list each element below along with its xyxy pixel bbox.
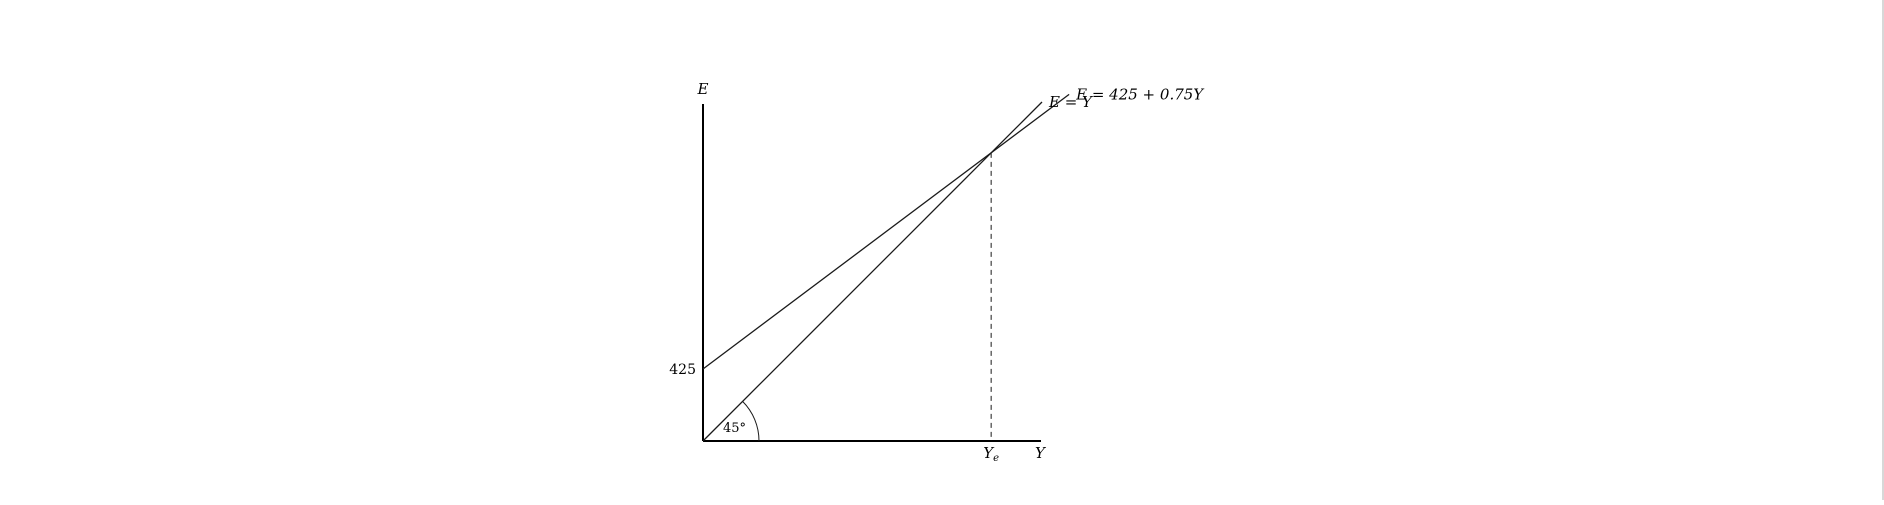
series-label-e-equals-y: E = Y xyxy=(1048,93,1094,111)
page-edge xyxy=(1882,0,1884,500)
series-label-expenditure: E = 425 + 0.75Y xyxy=(1075,85,1205,103)
y-axis-label: E xyxy=(697,80,709,98)
x-axis-label: Y xyxy=(1035,444,1047,462)
angle-label: 45° xyxy=(723,421,746,436)
angle-arc xyxy=(742,401,760,442)
y-tick-label: 425 xyxy=(669,362,696,378)
series-line-expenditure xyxy=(702,93,1070,370)
x-tick-label-ye: Ye xyxy=(983,444,999,464)
series-line-e-equals-y xyxy=(702,101,1043,442)
